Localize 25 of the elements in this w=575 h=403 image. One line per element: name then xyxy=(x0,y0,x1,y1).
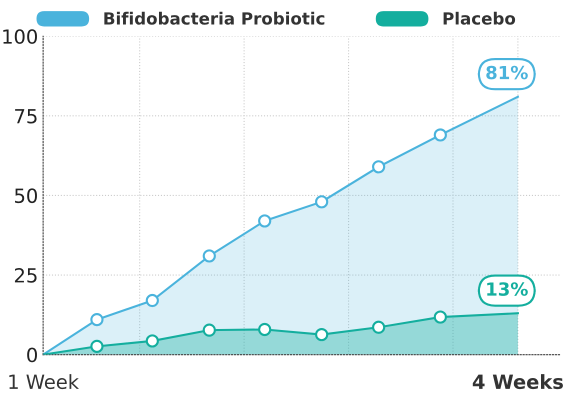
point xyxy=(434,128,447,142)
x-tick-label: 4 Weeks xyxy=(472,374,563,390)
legend-label: Placebo xyxy=(444,12,516,25)
point xyxy=(202,249,216,263)
y-tick-label: 25 xyxy=(14,268,37,283)
point xyxy=(258,214,272,228)
point xyxy=(202,324,216,337)
y-tick-label: 100 xyxy=(3,29,37,44)
legend-label: Bifidobacteria Probiotic xyxy=(104,12,324,25)
y-tick-label: 75 xyxy=(15,109,37,124)
y-tick-label: 0 xyxy=(27,348,37,362)
point xyxy=(90,313,104,326)
y-tick-label: 50 xyxy=(15,188,37,204)
point xyxy=(315,328,328,342)
point xyxy=(372,160,386,174)
data-label: 13% xyxy=(487,282,528,296)
point xyxy=(434,310,447,324)
data-label: 81% xyxy=(486,66,528,80)
point xyxy=(90,340,104,353)
point xyxy=(258,322,272,336)
point xyxy=(146,294,159,308)
point xyxy=(146,334,159,348)
point xyxy=(315,195,328,208)
point xyxy=(372,320,386,334)
x-tick-label: 1 Week xyxy=(9,374,79,390)
